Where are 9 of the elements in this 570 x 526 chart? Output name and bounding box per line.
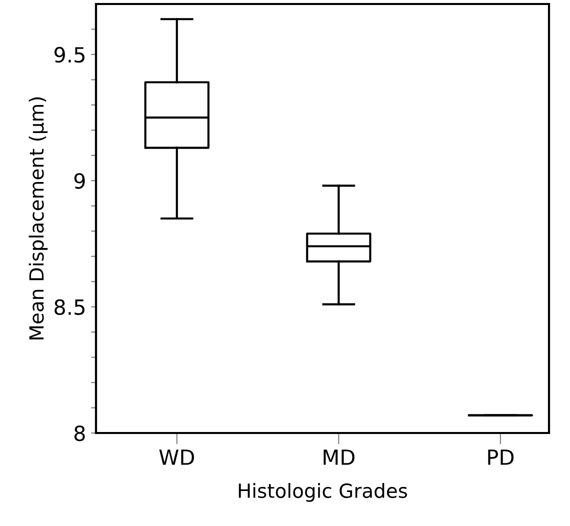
x-tick-label: MD: [324, 450, 354, 465]
x-tick-label: PD: [488, 450, 514, 465]
y-axis-title: Mean Displacement (µm): [28, 97, 48, 340]
y-tick-label: 8: [74, 425, 85, 442]
y-tick-label: 8.5: [54, 299, 84, 316]
x-axis-title: Histologic Grades: [238, 483, 408, 502]
y-tick-label: 9.5: [54, 46, 84, 63]
x-tick-label: WD: [159, 450, 194, 465]
y-tick-label: 9: [74, 173, 85, 189]
